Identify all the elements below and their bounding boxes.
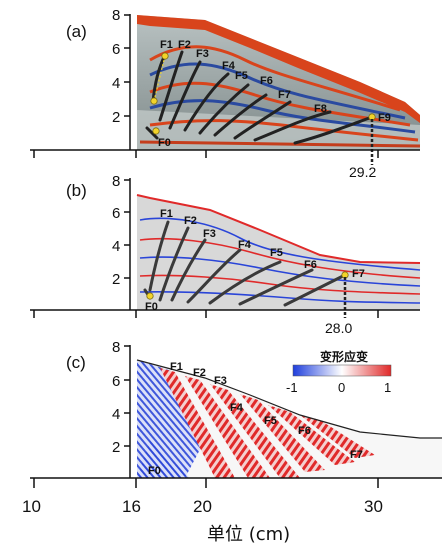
panel-a-ytick-2: 2 [112, 109, 120, 126]
panel-b-marker-value: 28.0 [325, 320, 352, 336]
panel-a-marker-value: 29.2 [349, 164, 376, 180]
panel-c-ytick-2: 2 [112, 439, 120, 456]
x-axis: 10 16 20 30 单位 (cm) [22, 497, 383, 545]
panel-a-label: (a) [66, 22, 87, 41]
fault-label-b-f0: F0 [145, 301, 158, 313]
fault-label-a-f4: F4 [222, 60, 236, 72]
fault-label-a-f3: F3 [196, 48, 209, 60]
panel-c: F0 F1 F2 F3 F4 F5 F6 F7 变形应变 -1 0 1 8 6 … [30, 339, 442, 488]
x-axis-label: 单位 (cm) [207, 524, 290, 545]
fault-label-a-f9: F9 [378, 112, 391, 124]
panel-a: F0 F1 F2 F3 F4 F5 F6 F7 F8 F9 29.2 8 6 4… [30, 7, 420, 180]
fault-label-c-f6: F6 [298, 425, 311, 437]
panel-c-ytick-8: 8 [112, 339, 120, 356]
fault-label-b-f1: F1 [160, 208, 173, 220]
panel-a-ytick-6: 6 [112, 41, 120, 58]
panel-b: F0 F1 F2 F3 F4 F5 F6 F7 28.0 8 6 4 2 (b) [30, 173, 420, 336]
fault-label-a-f5: F5 [235, 70, 248, 82]
xtick-30: 30 [364, 497, 383, 516]
fault-label-a-f2: F2 [178, 39, 191, 51]
panel-b-label: (b) [66, 181, 87, 200]
panel-c-ytick-6: 6 [112, 373, 120, 390]
fault-label-c-f2: F2 [193, 367, 206, 379]
panel-a-ytick-8: 8 [112, 7, 120, 24]
panel-c-label: (c) [66, 353, 86, 372]
panel-b-ytick-4: 4 [112, 238, 120, 255]
fault-label-b-f5: F5 [270, 247, 283, 259]
fault-label-a-f8: F8 [314, 103, 327, 115]
colorbar-tick-neg1: -1 [286, 380, 298, 395]
strain-colorbar: 变形应变 -1 0 1 [286, 349, 391, 395]
xtick-16: 16 [122, 497, 141, 516]
fault-label-c-f1: F1 [170, 361, 183, 373]
panel-b-ytick-6: 6 [112, 205, 120, 222]
fault-label-c-f3: F3 [214, 375, 227, 387]
panel-b-ytick-8: 8 [112, 173, 120, 190]
fault-label-c-f4: F4 [230, 402, 244, 414]
fault-label-c-f7: F7 [350, 449, 363, 461]
fault-label-b-f7: F7 [352, 268, 365, 280]
fault-label-a-f0: F0 [158, 137, 171, 149]
colorbar-tick-0: 0 [338, 380, 345, 395]
fault-label-b-f3: F3 [203, 228, 216, 240]
colorbar-tick-1: 1 [384, 380, 391, 395]
panel-c-ytick-4: 4 [112, 406, 120, 423]
fault-label-b-f4: F4 [238, 239, 252, 251]
xtick-20: 20 [193, 497, 212, 516]
fault-label-a-f7: F7 [278, 89, 291, 101]
colorbar-title: 变形应变 [320, 349, 368, 364]
fault-label-a-f6: F6 [260, 75, 273, 87]
fault-label-b-f2: F2 [184, 215, 197, 227]
panel-b-ytick-2: 2 [112, 271, 120, 288]
fault-label-c-f5: F5 [264, 415, 277, 427]
fault-label-c-f0: F0 [148, 465, 161, 477]
panel-a-ytick-4: 4 [112, 75, 120, 92]
fault-label-b-f6: F6 [304, 259, 317, 271]
xtick-10: 10 [22, 497, 41, 516]
fault-label-a-f1: F1 [160, 39, 173, 51]
